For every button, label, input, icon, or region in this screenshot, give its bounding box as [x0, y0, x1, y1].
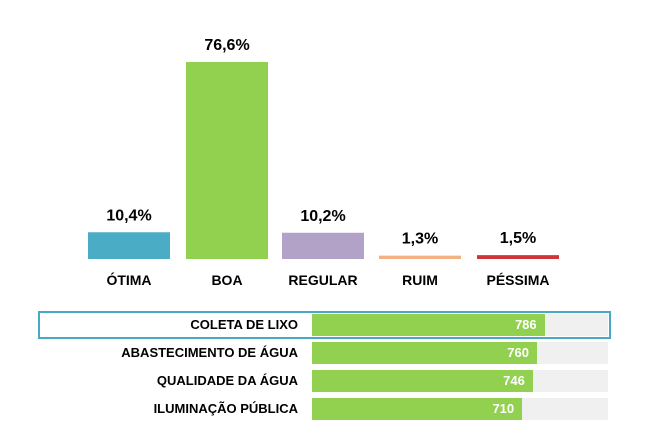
service-label: ABASTECIMENTO DE ÁGUA — [121, 345, 298, 360]
service-value: 760 — [507, 345, 529, 360]
bar-value-label-3: 1,3% — [402, 231, 438, 248]
service-label: QUALIDADE DA ÁGUA — [156, 373, 298, 388]
bar-2 — [282, 232, 364, 259]
service-bar — [312, 370, 533, 392]
service-ranking-list: COLETA DE LIXO 786 ABASTECIMENTO DE ÁGUA 76… — [38, 311, 612, 425]
service-row: QUALIDADE DA ÁGUA 746 — [38, 369, 612, 393]
service-bar-track: 760 — [312, 342, 608, 364]
rating-bar-chart: 10,4% ÓTIMA 76,6% BOA 10,2% REGULAR 1,3% RUIM 1,… — [88, 37, 559, 288]
bar-value-label-2: 10,2% — [300, 208, 345, 225]
service-label: ILUMINAÇÃO PÚBLICA — [153, 401, 298, 416]
service-value: 786 — [514, 317, 537, 332]
category-label-4: PÉSSIMA — [486, 272, 549, 288]
bar-value-label-4: 1,5% — [500, 230, 536, 247]
bar-value-label-0: 10,4% — [106, 207, 151, 224]
service-bar-track: 746 — [312, 370, 608, 392]
bar-value-label-1: 76,6% — [204, 37, 249, 54]
category-label-0: ÓTIMA — [106, 271, 151, 288]
service-bar — [312, 314, 545, 336]
bar-4 — [477, 255, 559, 259]
category-label-1: BOA — [211, 272, 242, 288]
service-value: 710 — [492, 401, 515, 416]
service-row: ILUMINAÇÃO PÚBLICA 710 — [38, 397, 612, 421]
service-label: COLETA DE LIXO — [190, 317, 298, 332]
bar-0 — [88, 232, 170, 259]
service-row: ABASTECIMENTO DE ÁGUA 760 — [38, 341, 612, 365]
bar-1 — [186, 62, 268, 259]
service-bar-track: 710 — [312, 398, 608, 420]
bar-3 — [379, 255, 461, 259]
category-label-3: RUIM — [402, 272, 438, 288]
service-bar — [312, 398, 523, 420]
service-bar-track: 786 — [312, 314, 608, 336]
service-row: COLETA DE LIXO 786 — [38, 311, 612, 339]
service-value: 746 — [503, 373, 525, 388]
category-label-2: REGULAR — [288, 272, 357, 288]
service-bar — [312, 342, 537, 364]
